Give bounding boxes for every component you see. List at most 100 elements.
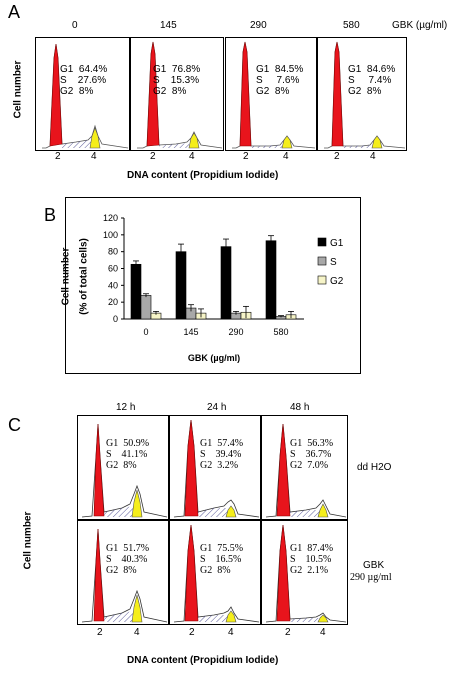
stat-c22-g2: G2 8% bbox=[200, 565, 231, 576]
histogram-a-580-plot bbox=[324, 41, 406, 149]
y-tick-label: 80 bbox=[108, 247, 118, 257]
a-tick-4-0: 4 bbox=[91, 151, 97, 162]
c-tick-4-0: 4 bbox=[134, 627, 140, 638]
histogram-a-290-plot bbox=[232, 41, 316, 149]
histogram-c-gbk-24h-plot bbox=[173, 524, 260, 623]
stat-c12-g1: G1 57.4% bbox=[200, 438, 244, 449]
stat-c21-s: S 40.3% bbox=[106, 554, 148, 565]
row-label-gbk-dose: 290 µg/ml bbox=[350, 572, 392, 583]
time-label-24h: 24 h bbox=[207, 402, 227, 413]
histogram-c-gbk-12h-plot bbox=[81, 528, 168, 623]
panel-a-y-label: Cell number bbox=[12, 60, 24, 119]
stat-c13-g1: G1 56.3% bbox=[290, 438, 334, 449]
time-label-12h: 12 h bbox=[116, 402, 136, 413]
histogram-c-h2o-48h-plot bbox=[265, 423, 347, 518]
histogram-a-580: G1 84.6% S 7.4% G2 8% bbox=[317, 37, 407, 151]
panel-a-x-label: DNA content (Propidium Iodide) bbox=[127, 170, 279, 181]
histogram-c-h2o-12h: G1 50.9% S 41.1% G2 8% bbox=[77, 415, 169, 520]
histogram-a-0-plot bbox=[42, 43, 129, 149]
stat-c11-s: S 41.1% bbox=[106, 449, 148, 460]
unit-label: GBK (µg/ml) bbox=[392, 20, 448, 31]
panel-b-frame bbox=[65, 197, 361, 374]
panel-b-y-label-2: (% of total cells) bbox=[78, 238, 90, 315]
stat-c23-g2: G2 2.1% bbox=[290, 565, 329, 576]
panel-c-y-label: Cell number bbox=[22, 511, 34, 570]
c-tick-4-2: 4 bbox=[320, 627, 326, 638]
y-tick-label: 40 bbox=[108, 280, 118, 290]
legend-swatch-s bbox=[317, 256, 327, 266]
stat-c22-g1: G1 75.5% bbox=[200, 543, 244, 554]
x-axis-label: GBK (µg/ml) bbox=[188, 353, 240, 363]
stat-a290-g2: G2 8% bbox=[256, 86, 290, 97]
stat-c23-g1: G1 87.4% bbox=[290, 543, 334, 554]
stat-c21-g2: G2 8% bbox=[106, 565, 137, 576]
y-tick-label: 100 bbox=[103, 230, 118, 240]
a-tick-4-1: 4 bbox=[189, 151, 195, 162]
a-tick-2-2: 2 bbox=[243, 151, 249, 162]
y-tick-label: 120 bbox=[103, 213, 118, 223]
legend-label-s: S bbox=[330, 257, 337, 268]
row-label-h2o: dd H2O bbox=[357, 462, 392, 473]
histogram-a-145: G1 76.8% S 15.3% G2 8% bbox=[130, 37, 224, 151]
stat-a580-s: S 7.4% bbox=[348, 75, 392, 86]
y-tick-label: 0 bbox=[113, 314, 118, 324]
time-label-48h: 48 h bbox=[290, 402, 310, 413]
histogram-a-145-plot bbox=[137, 41, 223, 149]
dose-label-0: 0 bbox=[72, 20, 78, 31]
stat-a290-g1: G1 84.5% bbox=[256, 64, 304, 75]
stat-a0-s: S 27.6% bbox=[60, 75, 107, 86]
x-tick-label: 0 bbox=[143, 327, 148, 337]
panel-c-letter: C bbox=[8, 415, 21, 435]
stat-c12-s: S 39.4% bbox=[200, 449, 242, 460]
panel-b-y-label-1: Cell number bbox=[60, 247, 72, 306]
stat-c22-s: S 16.5% bbox=[200, 554, 242, 565]
y-tick-label: 20 bbox=[108, 297, 118, 307]
panel-b-letter: B bbox=[44, 205, 57, 225]
legend-swatch-g2 bbox=[317, 275, 327, 285]
histogram-c-h2o-12h-plot bbox=[81, 423, 168, 518]
stat-c12-g2: G2 3.2% bbox=[200, 460, 239, 471]
stat-c13-g2: G2 7.0% bbox=[290, 460, 329, 471]
panel-c-x-label: DNA content (Propidium Iodide) bbox=[127, 655, 279, 666]
bar-g1 bbox=[220, 246, 232, 320]
a-tick-2-3: 2 bbox=[334, 151, 340, 162]
bar-g1 bbox=[175, 251, 187, 320]
bar-g1 bbox=[265, 240, 277, 320]
x-tick-label: 580 bbox=[273, 327, 288, 337]
stat-a290-s: S 7.6% bbox=[256, 75, 300, 86]
y-tick-label: 60 bbox=[108, 264, 118, 274]
bar-g1 bbox=[130, 263, 142, 320]
histogram-c-h2o-24h: G1 57.4% S 39.4% G2 3.2% bbox=[169, 415, 261, 520]
histogram-c-gbk-48h-plot bbox=[265, 524, 347, 623]
stat-c11-g1: G1 50.9% bbox=[106, 438, 150, 449]
c-tick-2-0: 2 bbox=[97, 627, 103, 638]
histogram-c-gbk-12h: G1 51.7% S 40.3% G2 8% bbox=[77, 520, 169, 625]
panel-b-bar-chart: 0 20 40 60 80 100 120 0 145 290 580 GBK (µg/ml) G1 SG… bbox=[103, 213, 344, 363]
stat-c23-s: S 10.5% bbox=[290, 554, 332, 565]
histogram-c-gbk-48h: G1 87.4% S 10.5% G2 2.1% bbox=[261, 520, 348, 625]
row-label-gbk: GBK bbox=[363, 560, 385, 571]
histogram-a-0: G1 64.4% S 27.6% G2 8% bbox=[35, 37, 130, 151]
x-tick-label: 145 bbox=[183, 327, 198, 337]
legend-label-g2: G2 bbox=[330, 276, 344, 287]
a-tick-4-2: 4 bbox=[283, 151, 289, 162]
stat-c13-s: S 36.7% bbox=[290, 449, 332, 460]
stat-a0-g2: G2 8% bbox=[60, 86, 94, 97]
stat-c11-g2: G2 8% bbox=[106, 460, 137, 471]
stat-a145-s: S 15.3% bbox=[153, 75, 200, 86]
a-tick-4-3: 4 bbox=[370, 151, 376, 162]
histogram-c-h2o-48h: G1 56.3% S 36.7% G2 7.0% bbox=[261, 415, 348, 520]
dose-label-290: 290 bbox=[250, 20, 267, 31]
stat-a580-g2: G2 8% bbox=[348, 86, 382, 97]
histogram-a-290: G1 84.5% S 7.6% G2 8% bbox=[225, 37, 317, 151]
stat-c21-g1: G1 51.7% bbox=[106, 543, 150, 554]
c-tick-2-2: 2 bbox=[285, 627, 291, 638]
stat-a145-g1: G1 76.8% bbox=[153, 64, 201, 75]
c-tick-2-1: 2 bbox=[189, 627, 195, 638]
dose-label-580: 580 bbox=[343, 20, 360, 31]
dose-label-145: 145 bbox=[160, 20, 177, 31]
stat-a580-g1: G1 84.6% bbox=[348, 64, 396, 75]
stat-a0-g1: G1 64.4% bbox=[60, 64, 108, 75]
a-tick-2-0: 2 bbox=[55, 151, 61, 162]
a-tick-2-1: 2 bbox=[150, 151, 156, 162]
